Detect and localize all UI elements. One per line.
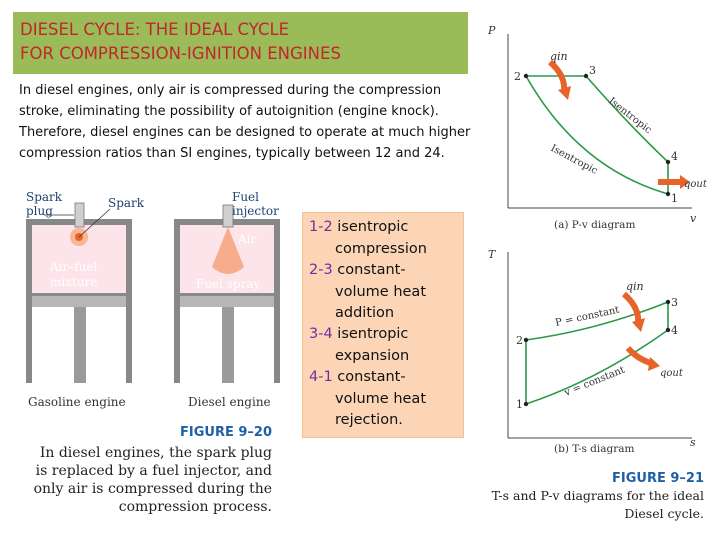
figure-9-20-caption-line: compression process.: [119, 499, 272, 515]
ts-axis-t: T: [488, 248, 497, 261]
title-line-2: FOR COMPRESSION-IGNITION ENGINES: [20, 44, 341, 63]
spark-plug-label: Spark: [26, 190, 63, 204]
pv-state-4: 4: [671, 150, 678, 163]
process-4-1: 4-1 constant- volume heat rejection.: [309, 367, 426, 432]
gasoline-engine-caption: Gasoline engine: [28, 395, 126, 409]
figure-9-21-number: FIGURE 9–21: [612, 471, 704, 486]
pv-axis-p: P: [487, 24, 496, 37]
process-description-cont: volume heat: [335, 390, 427, 407]
process-2-3: 2-3 constant- volume heat addition: [309, 260, 426, 325]
spark-label: Spark: [108, 196, 145, 210]
spark-plug-label-2: plug: [26, 204, 53, 218]
ts-v-constant: v = constant: [562, 365, 626, 400]
air-fuel-mixture-label-2: mixture: [50, 275, 97, 289]
ts-q-in: qin: [626, 280, 644, 293]
ts-state-4: 4: [671, 324, 678, 337]
diesel-engine-caption: Diesel engine: [188, 395, 271, 409]
figure-9-20: Spark plug Spark Air–fuel mixture Fuel i…: [26, 190, 280, 515]
title-line-1: DIESEL CYCLE: THE IDEAL CYCLE: [20, 20, 290, 39]
figure-9-20-number: FIGURE 9–20: [180, 425, 272, 440]
figure-9-21: P v qin qout Isentropic Isentropic 2 3 4…: [487, 24, 708, 521]
fuel-spray-label: Fuel spray: [196, 277, 261, 291]
intro-line: stroke, eliminating the possibility of a…: [19, 104, 439, 119]
figure-9-21-caption-line-2: Diesel cycle.: [624, 506, 704, 521]
process-3-4: 3-4 isentropic expansion: [309, 324, 409, 367]
pv-state-3: 3: [589, 64, 596, 77]
pv-axis-v: v: [690, 212, 697, 225]
process-number: 1-2: [309, 219, 333, 235]
pv-q-out: qout: [684, 179, 708, 190]
figure-9-20-caption-line: In diesel engines, the spark plug: [40, 445, 272, 461]
pv-state-2: 2: [514, 70, 521, 83]
pv-state-1: 1: [671, 192, 678, 205]
ts-axis-s: s: [690, 436, 696, 449]
fuel-injector-label: Fuel: [232, 190, 259, 204]
fuel-injector-label-2: injector: [232, 204, 279, 218]
process-description-cont: rejection.: [335, 412, 403, 428]
ts-state-1: 1: [516, 398, 523, 411]
ts-p-constant: P = constant: [554, 305, 620, 329]
ts-diagram: [507, 252, 692, 439]
figure-9-21-caption-line-1: T-s and P-v diagrams for the ideal: [492, 488, 704, 503]
process-description: constant-: [337, 369, 406, 385]
process-description-cont: addition: [335, 305, 395, 321]
process-number: 2-3: [309, 262, 333, 278]
air-fuel-mixture-label: Air–fuel: [49, 260, 98, 274]
process-description-cont: volume heat: [335, 283, 427, 300]
intro-line: In diesel engines, only air is compresse…: [19, 83, 442, 98]
pv-isentropic-lower: Isentropic: [549, 143, 600, 177]
gasoline-engine-illustration: [26, 202, 132, 383]
process-number: 3-4: [309, 326, 333, 342]
diesel-engine-illustration: [174, 204, 280, 383]
intro-line: compression ratios than SI engines, typi…: [19, 146, 445, 161]
process-number: 4-1: [309, 369, 333, 385]
process-description: isentropic: [337, 326, 409, 342]
intro-paragraph: In diesel engines, only air is compresse…: [19, 80, 479, 164]
intro-line: Therefore, diesel engines can be designe…: [19, 125, 471, 140]
air-label: Air: [237, 232, 257, 246]
process-description-cont: expansion: [335, 347, 410, 364]
process-legend: 1-2 isentropic compression 2-3 constant-…: [302, 212, 464, 438]
process-description: constant-: [337, 262, 406, 278]
ts-q-out: qout: [660, 368, 684, 379]
process-1-2: 1-2 isentropic compression: [309, 217, 427, 260]
title-banner: DIESEL CYCLE: THE IDEAL CYCLE FOR COMPRE…: [13, 12, 468, 74]
process-description-cont: compression: [335, 240, 427, 257]
ts-caption: (b) T-s diagram: [554, 443, 635, 455]
figure-9-20-caption-line: is replaced by a fuel injector, and: [36, 463, 272, 479]
pv-diagram: [507, 34, 692, 209]
ts-state-3: 3: [671, 296, 678, 309]
pv-q-in: qin: [550, 50, 568, 63]
process-description: isentropic: [337, 219, 409, 235]
pv-isentropic-upper: Isentropic: [606, 96, 654, 137]
figure-9-20-caption-line: only air is compressed during the: [34, 481, 272, 497]
pv-caption: (a) P-v diagram: [554, 219, 635, 231]
ts-state-2: 2: [516, 334, 523, 347]
